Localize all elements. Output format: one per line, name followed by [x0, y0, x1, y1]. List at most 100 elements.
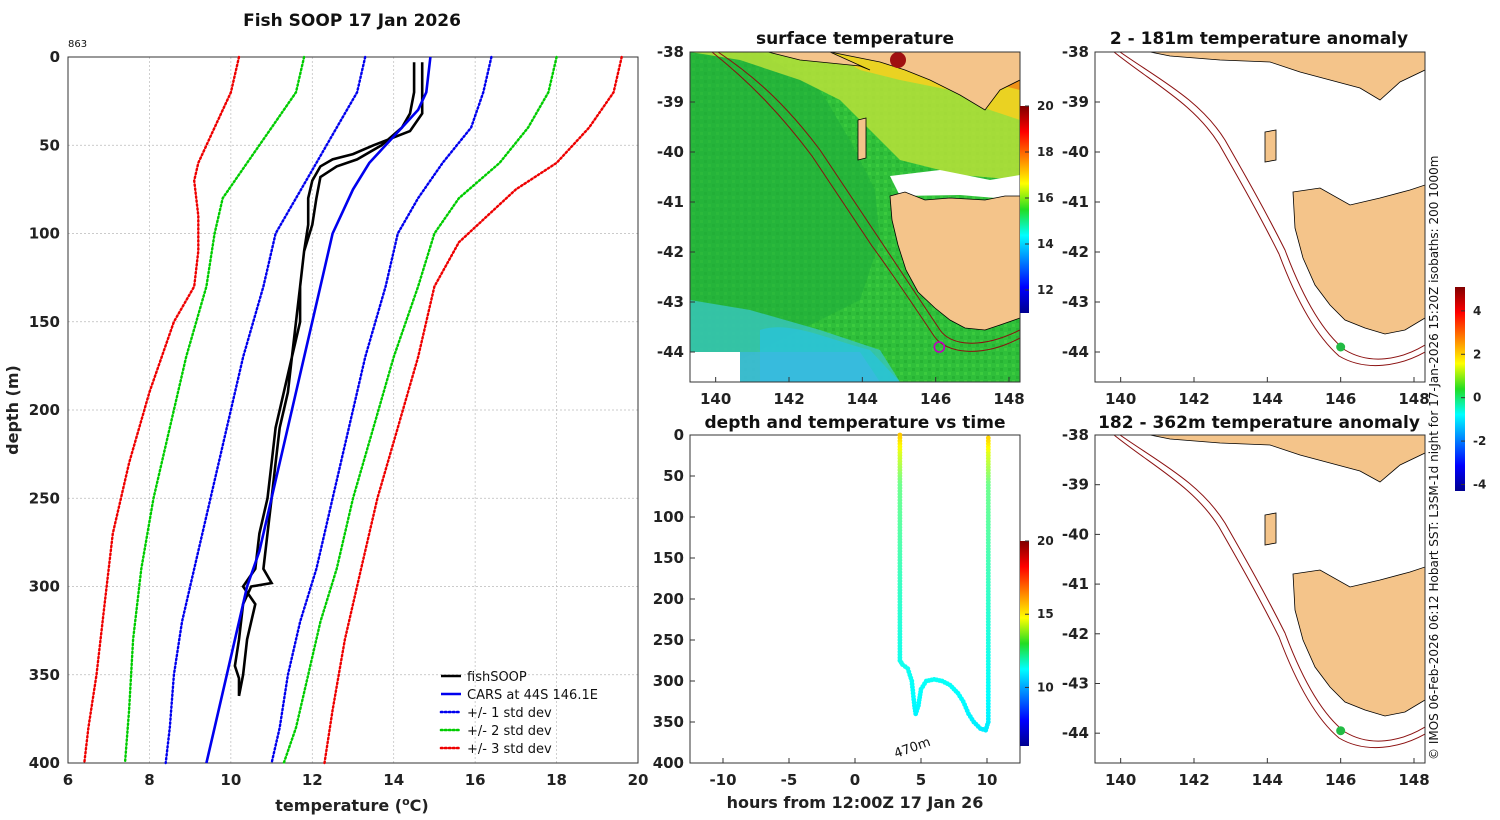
- sst-cool-region: [690, 52, 880, 370]
- sst-king-island: [857, 117, 867, 161]
- profile-y-tick-label: 100: [29, 225, 60, 243]
- depth-time-y-tick-label: 150: [653, 549, 684, 567]
- profile-title: Fish SOOP 17 Jan 2026: [243, 11, 461, 31]
- profile-series-line: [164, 55, 367, 765]
- profile-y-tick-label: 250: [29, 489, 60, 507]
- depth-time-x-tick-label: 0: [850, 771, 860, 789]
- profile-y-tick-label: 200: [29, 401, 60, 419]
- depth-time-colorbar-tick-label: 15: [1037, 607, 1054, 621]
- anomaly-deep-y-tick-label: -42: [1062, 625, 1089, 643]
- profile-y-tick-label: 350: [29, 666, 60, 684]
- profile-y-ticks: 0 50 100 150 200 250 300 350 400: [29, 48, 60, 772]
- profile-panel: Fish SOOP 17 Jan 2026 863 6 8 10 12 14 16 18 20…: [3, 11, 648, 815]
- anomaly-deep-king-island: [1264, 512, 1277, 546]
- depth-time-y-tick-label: 0: [674, 426, 684, 444]
- profile-x-ticks: 6 8 10 12 14 16 18 20: [63, 771, 649, 789]
- depth-time-point: [985, 435, 991, 441]
- sst-map-panel: surface temperature 140 142 144 146 148 -38-…: [657, 29, 1054, 408]
- sst-missing-data: [690, 352, 740, 382]
- depth-time-y-tick-label: 350: [653, 713, 684, 731]
- anomaly-shallow-y-tick-label: -40: [1062, 143, 1089, 161]
- profile-series-line: [205, 56, 432, 764]
- profile-series-line: [233, 62, 424, 697]
- depth-time-x-ticks: -10 -5 0 5 10: [709, 758, 997, 789]
- sst-cloud-gap: [890, 170, 1020, 200]
- anomaly-colorbar-tick-label: -2: [1473, 434, 1486, 448]
- anomaly-shallow-x-tick-label: 140: [1105, 390, 1136, 408]
- depth-time-colorbar: [1020, 541, 1029, 746]
- anomaly-deep-y-ticks: -38 -39 -40 -41 -42 -43 -44: [1062, 426, 1100, 742]
- legend-entry: +/- 1 std dev: [467, 706, 552, 721]
- anomaly-shallow-y-ticks: -38 -39 -40 -41 -42 -43 -44: [1062, 43, 1100, 361]
- anomaly-shallow-marker: [1336, 342, 1346, 352]
- profile-series-line: [270, 55, 493, 765]
- legend-entry: +/- 3 std dev: [467, 742, 552, 757]
- depth-time-y-tick-label: 400: [653, 754, 684, 772]
- sst-bay-hotspot: [890, 52, 906, 68]
- profile-legend: fishSOOP CARS at 44S 146.1E +/- 1 std dev +…: [439, 670, 598, 757]
- depth-time-y-tick-label: 300: [653, 672, 684, 690]
- anomaly-shallow-x-ticks: 140 142 144 146 148: [1105, 377, 1430, 408]
- depth-time-panel: depth and temperature vs time -10 -5 0 5 10 …: [653, 413, 1054, 812]
- anomaly-shallow-x-tick-label: 142: [1178, 390, 1209, 408]
- profile-y-tick-label: 400: [29, 754, 60, 772]
- anomaly-deep-mainland: [1149, 435, 1425, 483]
- profile-x-tick-label: 20: [628, 771, 649, 789]
- depth-time-x-tick-label: 10: [977, 771, 998, 789]
- depth-time-colorbar-tick-label: 10: [1037, 680, 1054, 694]
- anomaly-deep-x-ticks: 140 142 144 146 148: [1105, 758, 1430, 789]
- anomaly-deep-y-tick-label: -38: [1062, 426, 1089, 444]
- profile-series-line: [282, 55, 558, 765]
- anomaly-shallow-tasmania: [1292, 184, 1425, 335]
- anomaly-deep-field: [1095, 435, 1425, 763]
- sst-colorbar-tick-label: 14: [1037, 237, 1054, 251]
- anomaly-colorbar-tick-label: 4: [1473, 304, 1481, 318]
- anomaly-shallow-y-tick-label: -44: [1062, 343, 1089, 361]
- anomaly-shallow-title: 2 - 181m temperature anomaly: [1110, 29, 1408, 49]
- anomaly-deep-x-tick-label: 146: [1325, 771, 1356, 789]
- anomaly-deep-marker: [1336, 726, 1346, 736]
- depth-time-y-tick-label: 50: [663, 467, 684, 485]
- anomaly-shallow-x-tick-label: 148: [1398, 390, 1429, 408]
- sst-x-tick-label: 142: [773, 390, 804, 408]
- sst-y-tick-label: -44: [657, 343, 684, 361]
- sst-x-tick-label: 146: [920, 390, 951, 408]
- profile-x-tick-label: 18: [546, 771, 567, 789]
- anomaly-deep-y-tick-label: -41: [1062, 575, 1089, 593]
- depth-time-x-label: hours from 12:00Z 17 Jan 26: [727, 793, 984, 812]
- anomaly-shallow-axes-frame: [1094, 51, 1426, 383]
- profile-x-tick-label: 8: [144, 771, 154, 789]
- anomaly-deep-tasmania: [1292, 566, 1425, 717]
- anomaly-map-deep-panel: 182 - 362m temperature anomaly 140 142 144…: [1062, 413, 1430, 789]
- sst-field: [690, 52, 1020, 382]
- profile-x-tick-label: 6: [63, 771, 73, 789]
- profile-axes-frame: [67, 56, 639, 764]
- profile-id-label: 863: [68, 39, 87, 50]
- sst-title: surface temperature: [756, 29, 954, 49]
- legend-entry: fishSOOP: [467, 670, 527, 685]
- sst-y-tick-label: -41: [657, 193, 684, 211]
- profile-x-tick-label: 12: [302, 771, 323, 789]
- anomaly-deep-isobath-1000: [1113, 435, 1425, 749]
- anomaly-deep-y-tick-label: -44: [1062, 724, 1089, 742]
- anomaly-shallow-x-tick-label: 146: [1325, 390, 1356, 408]
- anomaly-colorbar: [1455, 287, 1465, 491]
- sst-mainland: [829, 52, 1020, 111]
- sst-colorbar-tick-label: 16: [1037, 191, 1054, 205]
- profile-series-line: [83, 55, 241, 765]
- anomaly-shallow-mainland: [1149, 52, 1425, 101]
- depth-time-y-tick-label: 250: [653, 631, 684, 649]
- sst-isobath-200: [717, 52, 1020, 344]
- sst-y-tick-label: -43: [657, 293, 684, 311]
- sst-x-tick-label: 148: [993, 390, 1024, 408]
- profile-series: [83, 55, 623, 765]
- sst-x-ticks: 140 142 144 146 148: [700, 377, 1025, 408]
- anomaly-colorbar-tick-label: 2: [1473, 347, 1481, 361]
- sst-y-tick-label: -38: [657, 43, 684, 61]
- sst-tasmania: [889, 191, 1020, 331]
- sst-y-ticks: -38 -39 -40 -41 -42 -43 -44: [657, 43, 695, 361]
- anomaly-shallow-x-tick-label: 144: [1252, 390, 1283, 408]
- depth-time-y-tick-label: 100: [653, 508, 684, 526]
- profile-y-tick-label: 300: [29, 578, 60, 596]
